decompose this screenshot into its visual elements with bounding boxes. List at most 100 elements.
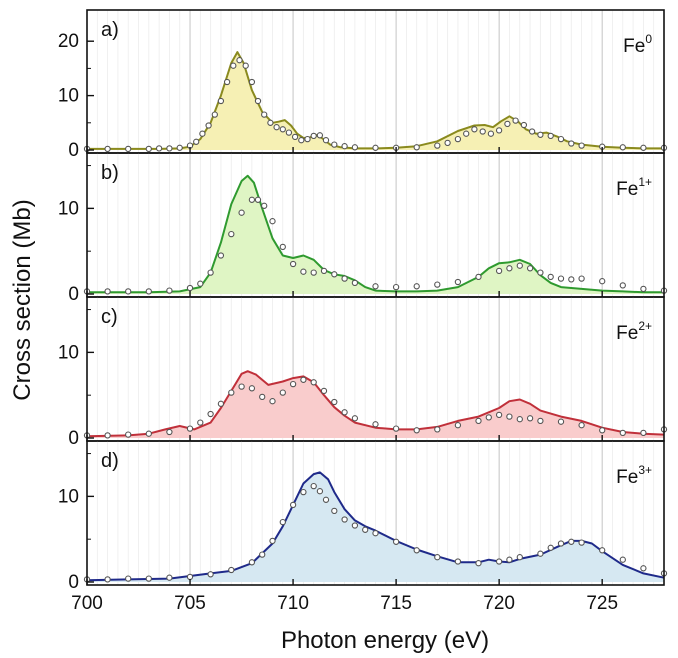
experiment-point xyxy=(392,425,400,432)
x-tick-label: 720 xyxy=(483,593,515,614)
experiment-point xyxy=(640,144,647,151)
experiment-point xyxy=(351,415,359,422)
experiment-point xyxy=(547,132,554,140)
experiment-point xyxy=(261,111,268,118)
experiment-point xyxy=(568,538,575,545)
x-tick-label: 710 xyxy=(277,593,309,614)
experiment-point xyxy=(640,565,647,572)
experiment-point xyxy=(176,144,183,151)
experiment-point xyxy=(504,120,511,128)
experiment-point xyxy=(104,576,111,583)
experiment-point xyxy=(434,142,441,149)
experiment-point xyxy=(526,265,534,272)
x-axis-title: Photon energy (eV) xyxy=(281,627,489,654)
experiment-point xyxy=(279,243,286,251)
panel-label: c) xyxy=(101,306,118,328)
experiment-point xyxy=(557,540,565,547)
experiment-point xyxy=(197,280,204,287)
experiment-point xyxy=(279,389,286,396)
experiment-point xyxy=(331,271,338,278)
y-tick-label: 0 xyxy=(68,284,79,305)
experiment-point xyxy=(166,145,173,152)
experiment-point xyxy=(341,516,348,523)
theory-fill xyxy=(87,52,664,150)
experiment-point xyxy=(475,273,482,281)
experiment-point xyxy=(487,130,495,137)
experiment-point xyxy=(351,522,359,529)
panel-4: 0 10 d) Fe3+ xyxy=(58,440,668,593)
experiment-point xyxy=(261,202,268,209)
experiment-point xyxy=(322,137,330,144)
experiment-point xyxy=(640,429,647,437)
experiment-point xyxy=(197,419,204,426)
x-tick-label: 715 xyxy=(380,593,412,614)
experiment-point xyxy=(273,124,280,131)
experiment-point xyxy=(230,62,237,69)
experiment-point xyxy=(145,575,152,582)
experiment-point xyxy=(217,400,225,407)
experiment-point xyxy=(372,144,379,151)
panel-label: b) xyxy=(101,162,119,184)
experiment-point xyxy=(568,276,575,283)
y-axis-title: Cross section (Mb) xyxy=(9,199,36,400)
experiment-point xyxy=(322,496,330,503)
experiment-point xyxy=(568,140,575,147)
experiment-point xyxy=(279,518,286,526)
y-tick-label: 0 xyxy=(68,572,79,593)
experiment-point xyxy=(104,288,111,295)
experiment-point xyxy=(104,432,111,439)
experiment-point xyxy=(125,145,132,153)
experiment-point xyxy=(485,414,492,421)
experiment-point xyxy=(316,132,324,139)
y-tick-label: 10 xyxy=(58,198,79,219)
ion-label: Fe2+ xyxy=(616,319,652,344)
experiment-point xyxy=(269,398,276,405)
experiment-point xyxy=(578,539,585,546)
experiment-point xyxy=(599,427,606,434)
experiment-point xyxy=(537,417,544,425)
experiment-point xyxy=(372,421,379,428)
experiment-point xyxy=(351,279,359,287)
experiment-point xyxy=(506,265,513,272)
experiment-point xyxy=(125,431,132,438)
experiment-point xyxy=(211,111,218,118)
experiment-point xyxy=(640,285,647,293)
experiment-point xyxy=(599,278,606,285)
ion-label: Fe0 xyxy=(623,32,652,57)
y-tick-label: 20 xyxy=(58,31,79,52)
experiment-point xyxy=(300,268,307,275)
experiment-point xyxy=(413,283,420,290)
experiment-point xyxy=(341,143,348,150)
experiment-point xyxy=(454,135,462,143)
experiment-point xyxy=(372,530,379,537)
experiment-point xyxy=(267,119,274,126)
experiment-point xyxy=(236,57,243,64)
experiment-point xyxy=(516,416,523,423)
experiment-point xyxy=(248,559,256,566)
experiment-point xyxy=(228,389,235,396)
panel-frame xyxy=(86,440,665,586)
experiment-point xyxy=(248,78,256,86)
experiment-point xyxy=(304,135,311,143)
experiment-point xyxy=(362,526,369,533)
experiment-point xyxy=(372,283,379,290)
experiment-point xyxy=(320,267,328,275)
experiment-point xyxy=(516,554,523,561)
experiment-point xyxy=(228,566,235,574)
experiment-point xyxy=(578,422,585,429)
experiment-point xyxy=(145,430,152,437)
y-tick-label: 0 xyxy=(68,140,79,161)
panels: 0 10 20 a) Fe0 0 10 b) Fe1+ 0 10 c) Fe2+ 0 10 d) Fe3+ xyxy=(58,9,668,593)
experiment-point xyxy=(205,122,212,129)
panel-2: 0 10 b) Fe1+ xyxy=(58,152,668,305)
experiment-point xyxy=(479,128,486,135)
experiment-point xyxy=(217,252,225,259)
experiment-point xyxy=(331,398,338,406)
experiment-point xyxy=(512,117,519,124)
experiment-point xyxy=(454,558,462,565)
experiment-point xyxy=(475,560,482,567)
experiment-point xyxy=(619,429,626,437)
panel-1: 0 10 20 a) Fe0 xyxy=(58,9,668,161)
experiment-point xyxy=(316,488,324,495)
experiment-point xyxy=(331,507,338,515)
